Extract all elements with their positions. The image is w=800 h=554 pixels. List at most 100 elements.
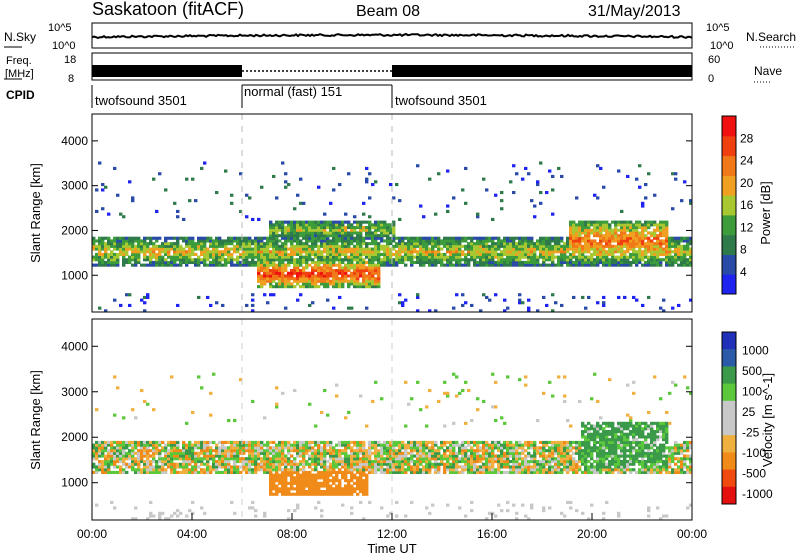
velocity-cell xyxy=(251,470,255,474)
power-cell xyxy=(374,282,378,286)
velocity-cell xyxy=(515,517,519,521)
power-cell xyxy=(332,250,336,254)
velocity-cell xyxy=(125,465,129,469)
power-cell xyxy=(635,231,639,235)
power-cell xyxy=(503,236,507,240)
power-cell xyxy=(524,239,528,243)
power-cell xyxy=(248,239,252,243)
velocity-cell xyxy=(242,462,246,466)
velocity-cell xyxy=(341,449,345,453)
power-cell xyxy=(389,255,393,259)
power-cell xyxy=(287,223,291,227)
velocity-cell xyxy=(329,440,333,444)
power-cell xyxy=(641,252,645,256)
velocity-cell xyxy=(308,449,312,453)
velocity-cell xyxy=(410,397,414,401)
velocity-cell xyxy=(362,484,366,488)
power-cell xyxy=(356,252,360,256)
power-cell xyxy=(653,258,657,262)
velocity-cell xyxy=(473,457,477,461)
velocity-cell xyxy=(467,443,471,447)
power-cell xyxy=(482,263,486,267)
velocity-cell xyxy=(215,451,219,455)
power-cell xyxy=(437,258,441,262)
power-cell xyxy=(314,228,318,232)
velocity-cell xyxy=(362,454,366,458)
velocity-cell xyxy=(488,465,492,469)
power-cell xyxy=(170,244,174,248)
power-cell xyxy=(281,260,285,264)
velocity-cell xyxy=(557,462,561,466)
velocity-cell xyxy=(551,446,555,450)
power-cell xyxy=(626,239,630,243)
velocity-cell xyxy=(416,468,420,472)
velocity-cell xyxy=(386,457,390,461)
power-cell xyxy=(317,231,321,235)
power-cell xyxy=(257,285,261,289)
power-cell xyxy=(356,266,360,270)
power-cell xyxy=(296,226,300,230)
velocity-cell xyxy=(242,460,246,464)
velocity-cell xyxy=(356,454,360,458)
power-cell xyxy=(596,223,600,227)
power-cell xyxy=(560,247,564,251)
power-cell xyxy=(620,239,624,243)
velocity-cell xyxy=(227,460,231,464)
power-cell xyxy=(503,250,507,254)
power-cell xyxy=(134,247,138,251)
power-cell xyxy=(167,250,171,254)
power-cell xyxy=(248,255,252,259)
velocity-cell xyxy=(323,446,327,450)
power-cell xyxy=(242,242,246,246)
power-cell xyxy=(209,263,213,267)
power-cell xyxy=(299,255,303,259)
power-cell xyxy=(377,242,381,246)
velocity-cell xyxy=(266,462,270,466)
power-cell xyxy=(626,234,630,238)
power-cell xyxy=(677,258,681,262)
velocity-cell xyxy=(569,460,573,464)
velocity-cell xyxy=(506,454,510,458)
power-cell xyxy=(602,301,606,305)
velocity-cell xyxy=(161,468,165,472)
power-cell xyxy=(113,255,117,259)
velocity-cell xyxy=(515,451,519,455)
velocity-cell xyxy=(398,470,402,474)
velocity-cell xyxy=(302,468,306,472)
power-cell xyxy=(350,242,354,246)
velocity-cell xyxy=(377,457,381,461)
power-cell xyxy=(257,250,261,254)
power-cell xyxy=(461,239,465,243)
power-cell xyxy=(371,285,375,289)
velocity-cell xyxy=(323,470,327,474)
velocity-cell xyxy=(260,446,264,450)
velocity-cell xyxy=(560,440,564,444)
power-cell xyxy=(527,255,531,259)
velocity-cell xyxy=(383,457,387,461)
power-cell xyxy=(92,242,96,246)
power-colorbar-tick: 12 xyxy=(740,220,754,234)
velocity-cell xyxy=(548,460,552,464)
velocity-cell xyxy=(392,446,396,450)
velocity-cell xyxy=(272,457,276,461)
velocity-cell xyxy=(380,454,384,458)
power-cell xyxy=(344,263,348,267)
power-cell xyxy=(455,247,459,251)
power-cell xyxy=(251,239,255,243)
velocity-cell xyxy=(491,468,495,472)
velocity-cell xyxy=(548,506,552,510)
power-cell xyxy=(371,242,375,246)
velocity-cell xyxy=(239,443,243,447)
power-cell xyxy=(155,255,159,259)
velocity-cell xyxy=(542,454,546,458)
power-cell xyxy=(146,255,150,259)
power-cell xyxy=(587,258,591,262)
velocity-cell xyxy=(101,465,105,469)
power-cell xyxy=(224,247,228,251)
velocity-cell xyxy=(302,476,306,480)
velocity-cell xyxy=(356,443,360,447)
velocity-cell xyxy=(230,470,234,474)
power-cell xyxy=(272,269,276,273)
velocity-cell xyxy=(251,446,255,450)
velocity-cell xyxy=(485,443,489,447)
